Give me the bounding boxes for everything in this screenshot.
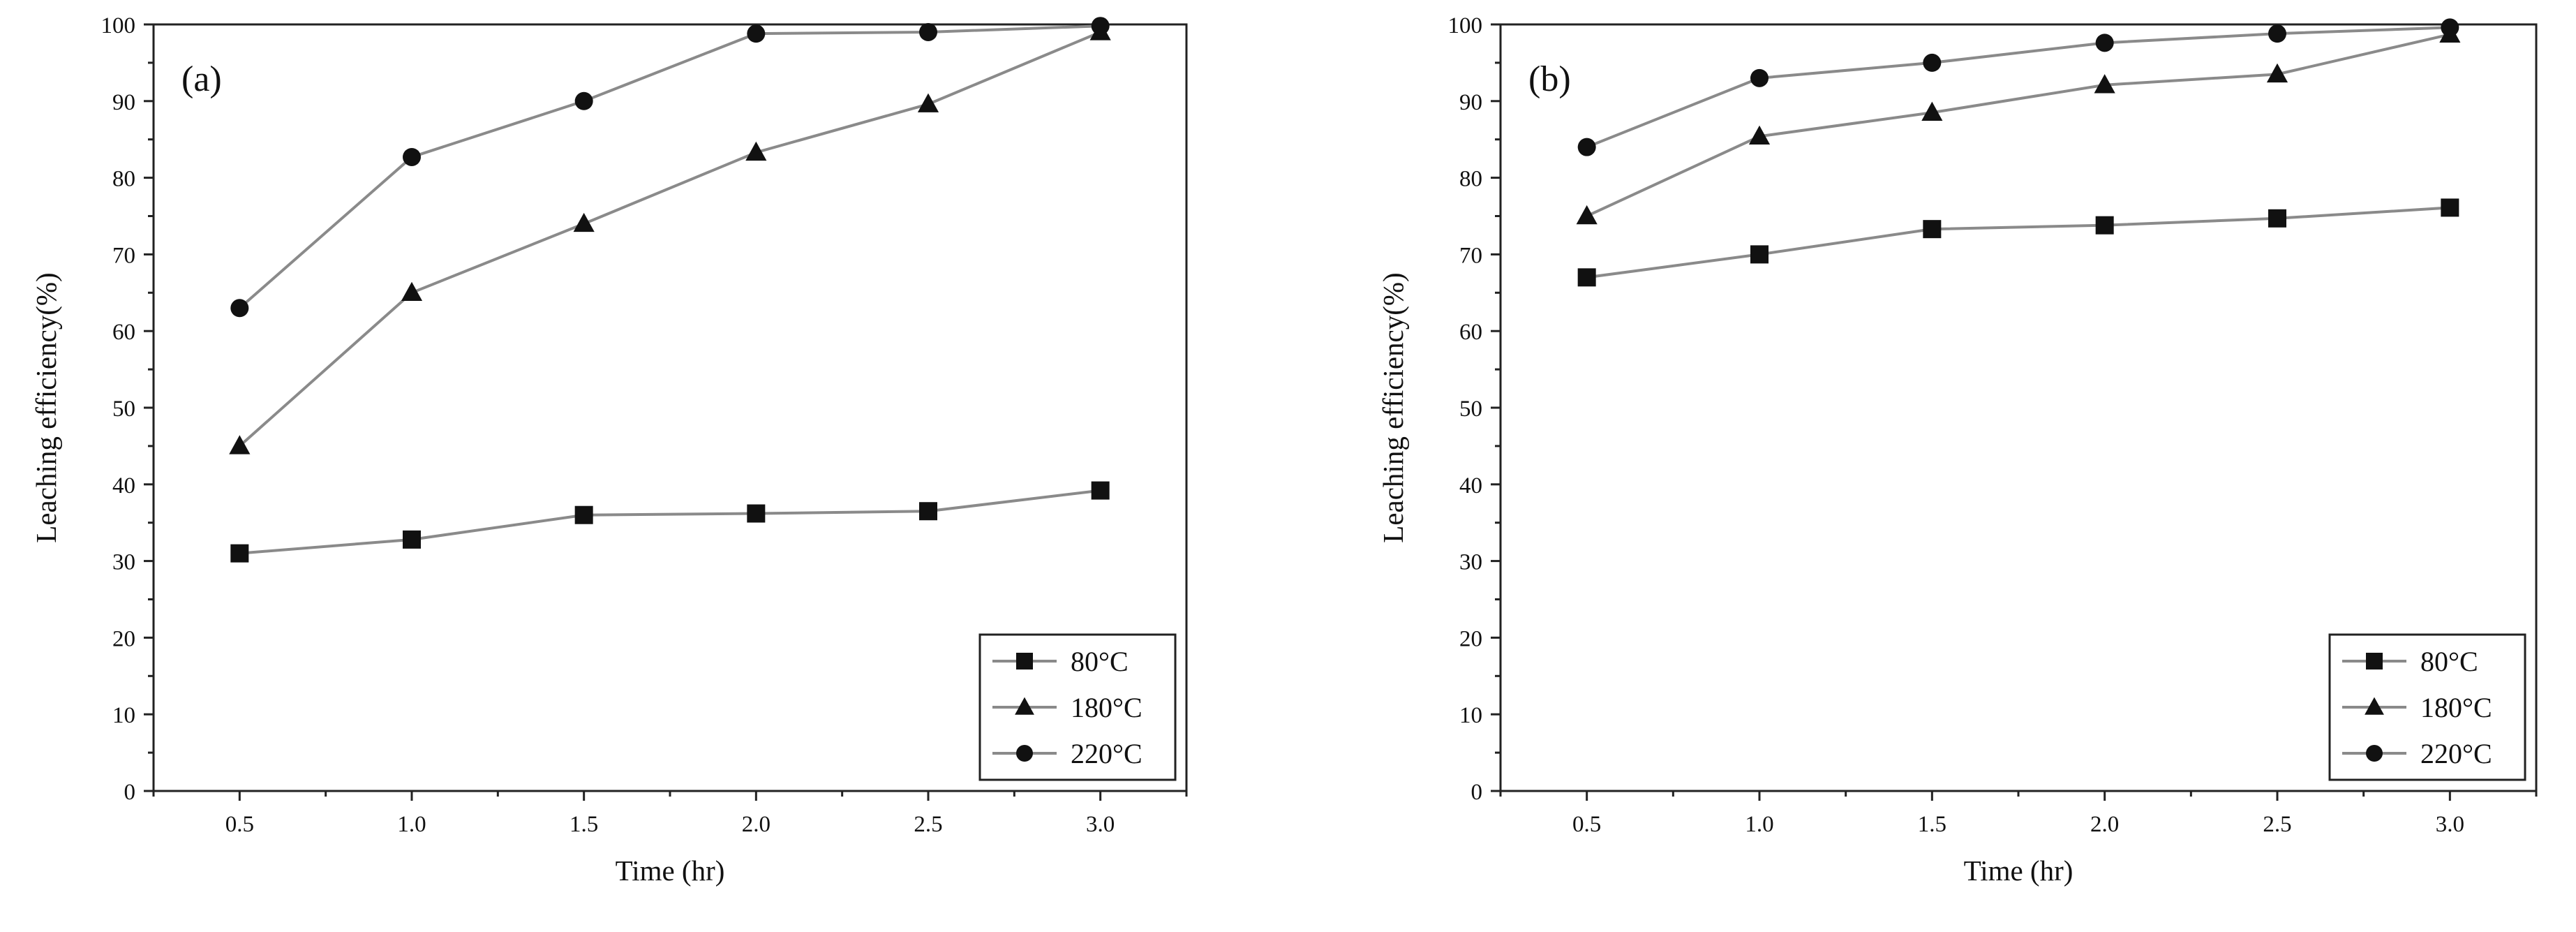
x-axis-title: Time (hr) [1964,855,2074,887]
data-point-square [1091,481,1110,500]
x-tick-label: 2.5 [914,812,942,837]
data-point-square [2268,209,2286,228]
data-point-circle [919,22,937,41]
series-line-triangle [239,31,1101,447]
y-tick-label: 60 [112,320,135,345]
legend: 80°C 180°C 220°C [2328,633,2526,781]
data-point-triangle [401,281,423,301]
data-point-square [1750,245,1769,264]
data-point-square [2441,198,2459,217]
x-tick-label: 2.5 [2263,812,2291,837]
data-point-circle [230,299,249,318]
data-point-square [574,505,593,524]
data-point-square [2095,216,2114,235]
y-tick-label: 0 [1471,780,1483,805]
legend-marker-triangle [2365,697,2384,715]
x-tick-label: 0.5 [225,812,254,837]
y-tick-label: 60 [1459,320,1482,345]
data-point-circle [2095,34,2114,52]
data-point-triangle [2094,74,2115,94]
data-point-circle [1923,53,1942,72]
y-tick-label: 100 [1448,13,1483,38]
y-tick-label: 80 [1459,167,1482,192]
y-tick-label: 70 [112,243,135,268]
legend-label: 180°C [2420,692,2492,723]
data-point-square [403,530,421,549]
y-tick-label: 40 [112,473,135,498]
y-tick-label: 20 [112,626,135,651]
data-point-square [747,504,766,523]
data-point-triangle [2266,63,2288,83]
data-point-triangle [745,141,767,161]
data-point-triangle [573,212,595,232]
y-tick-label: 40 [1459,473,1482,498]
data-point-square [919,502,937,521]
y-tick-label: 50 [1459,397,1482,422]
legend-label: 220°C [1071,738,1142,769]
y-tick-label: 20 [1459,626,1482,651]
legend-marker-square [1016,653,1033,670]
y-tick-label: 30 [1459,550,1482,575]
chart-panel-b: 0 10 20 30 40 50 60 70 80 90 100 0.5 1.0 1.5 2.0 2.5 3.0… [1377,13,2538,887]
data-point-circle [1091,17,1110,36]
chart-panel-a: 0 10 20 30 40 50 60 70 80 90 100 0.5 1.0 1.5 2.0 2.5 3.0… [30,13,1188,887]
data-point-square [1923,220,1942,239]
data-point-circle [747,24,766,43]
y-axis-title: Leaching efficiency(%) [1377,272,1409,542]
legend-label: 80°C [2420,646,2478,677]
data-point-triangle [229,435,251,454]
data-point-triangle [917,93,939,112]
x-tick-label: 1.5 [569,812,598,837]
legend-marker-circle [2366,745,2383,762]
x-tick-label: 2.0 [2090,812,2119,837]
y-tick-label: 30 [112,550,135,575]
series-line-square [239,489,1101,555]
y-axis-title: Leaching efficiency(%) [30,272,62,542]
legend: 80°C 180°C 220°C [978,633,1177,781]
y-tick-label: 50 [112,397,135,422]
y-tick-label: 10 [1459,703,1482,728]
data-point-circle [1577,138,1596,156]
x-tick-label: 1.5 [1918,812,1946,837]
x-tick-label: 3.0 [1086,812,1115,837]
series-line-square [1586,206,2450,279]
data-point-triangle [1576,205,1598,225]
y-tick-label: 90 [1459,90,1482,115]
x-tick-label: 2.0 [742,812,770,837]
legend-marker-square [2366,653,2383,670]
data-point-circle [574,91,593,110]
panel-label: (a) [181,59,222,99]
data-point-square [1577,268,1596,287]
legend-label: 80°C [1071,646,1129,677]
data-point-circle [403,147,421,166]
series-line-circle [239,24,1101,309]
data-point-circle [2268,24,2286,43]
y-tick-label: 70 [1459,243,1482,268]
legend-label: 180°C [1071,692,1142,723]
y-tick-label: 0 [124,780,136,805]
x-axis-title: Time (hr) [616,855,725,887]
legend-marker-circle [1016,745,1033,762]
legend-label: 220°C [2420,738,2492,769]
y-tick-label: 10 [112,703,135,728]
x-tick-label: 1.0 [1745,812,1773,837]
data-point-circle [2441,18,2459,37]
panel-label: (b) [1528,59,1571,99]
y-tick-label: 80 [112,167,135,192]
data-point-square [230,544,249,563]
y-tick-label: 90 [112,90,135,115]
data-point-triangle [1748,125,1771,145]
series-line-triangle [1586,33,2450,218]
x-tick-label: 0.5 [1572,812,1601,837]
y-tick-label: 100 [101,13,136,38]
data-point-triangle [1921,101,1943,121]
series-line-circle [1586,26,2450,149]
x-tick-label: 1.0 [397,812,426,837]
data-point-circle [1750,68,1769,87]
x-tick-label: 3.0 [2436,812,2464,837]
legend-marker-triangle [1015,697,1034,715]
